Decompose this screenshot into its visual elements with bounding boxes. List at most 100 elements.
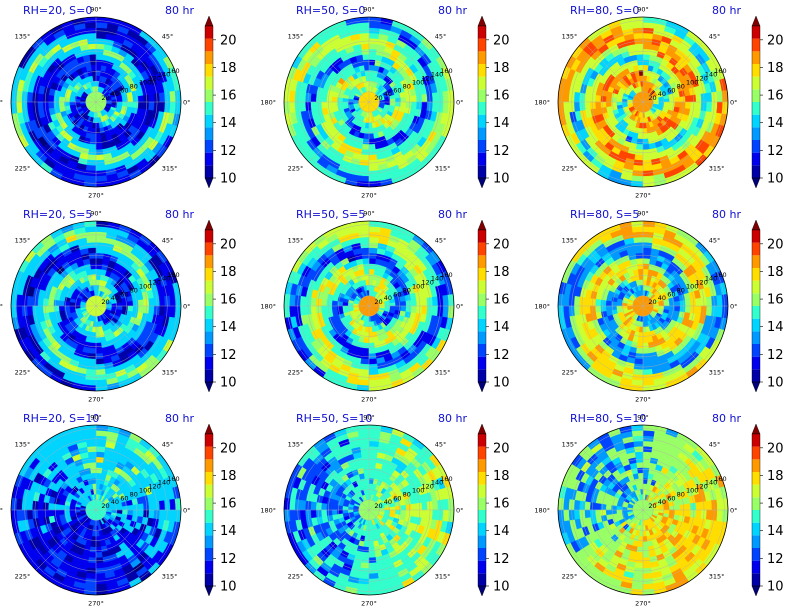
field-cell [589, 101, 596, 110]
colorbar-extend-high [204, 219, 214, 231]
angular-gridline [95, 305, 157, 367]
field-cell [690, 101, 697, 110]
field-cell [563, 305, 570, 318]
panel-time-label: 80 hr [165, 4, 194, 17]
colorbar-band [205, 127, 213, 140]
field-cell [342, 301, 349, 307]
field-cell [684, 305, 692, 314]
colorbar-band [205, 165, 213, 178]
field-cell [95, 273, 101, 280]
field-cell [289, 294, 296, 307]
angular-tick-label: 90° [637, 210, 649, 218]
polar-plot: 204060801001201401600°45°90°135°180°225°… [0, 210, 190, 404]
field-cell [91, 128, 97, 135]
field-cell [47, 94, 55, 103]
colorbar-band [752, 369, 760, 382]
radial-tick-label: 160 [167, 271, 179, 279]
angular-tick-label: 0° [456, 99, 463, 107]
field-cell [95, 461, 104, 469]
colorbar-band [752, 268, 760, 281]
field-cell [132, 503, 139, 511]
polar-panel: RH=80, S=5 80 hr 20 40 60 80 100 120 140 160 0° 45°… [534, 204, 785, 408]
angular-gridline [582, 305, 644, 367]
field-cell [634, 154, 644, 161]
field-cell [95, 353, 104, 360]
field-cell [431, 295, 439, 307]
field-cell [89, 59, 97, 66]
field-cell [634, 247, 644, 254]
field-cell [600, 101, 607, 109]
field-cell [416, 305, 423, 314]
field-cell [143, 94, 150, 103]
field-cell [400, 101, 407, 108]
colorbar-frame [751, 25, 761, 179]
colorbar-band [752, 318, 760, 332]
field-cell [368, 22, 381, 29]
field-cell [85, 32, 97, 40]
field-cell [95, 138, 103, 145]
colorbar-tick-label: 16 [493, 293, 510, 308]
field-cell [416, 94, 423, 103]
field-cell [631, 22, 644, 29]
field-cell [26, 295, 34, 307]
radial-tick-label: 140 [705, 275, 717, 283]
field-cell [63, 505, 70, 511]
field-cell [315, 298, 322, 307]
angular-gridline [308, 305, 370, 367]
field-cell [310, 93, 317, 103]
colorbar-band [478, 318, 486, 332]
colorbar-band [752, 64, 760, 77]
field-cell [594, 298, 602, 307]
angular-gridline [642, 245, 704, 307]
field-cell [705, 295, 713, 307]
field-cell [635, 347, 644, 355]
colorbar-tick-label: 16 [220, 293, 237, 308]
field-cell [368, 138, 376, 145]
field-cell [616, 97, 623, 103]
field-cell [642, 379, 655, 386]
field-cell [47, 298, 55, 307]
colorbar-band [752, 280, 760, 294]
field-cell [169, 305, 176, 318]
field-cell [358, 236, 370, 244]
field-cell [690, 298, 697, 307]
colorbar-tick-label: 18 [767, 61, 784, 76]
field-cell [405, 101, 412, 109]
field-cell [127, 509, 134, 516]
field-cell [695, 101, 702, 111]
angular-gridline [368, 41, 430, 103]
radial-tick-label: 100 [139, 283, 151, 291]
field-cell [584, 297, 591, 307]
field-cell [299, 305, 307, 317]
field-cell [642, 48, 651, 55]
field-cell [634, 358, 644, 365]
field-cell [315, 101, 322, 110]
radial-tick-label: 140 [158, 275, 170, 283]
panel-time-label: 80 hr [438, 4, 467, 17]
colorbar-band [752, 38, 760, 52]
radial-tick-label: 80 [130, 82, 138, 90]
field-cell [137, 94, 145, 103]
polar-panel: RH=80, S=0 80 hr 20 40 60 80 100 120 140 160 0° 45°… [534, 0, 785, 204]
field-cell [679, 101, 686, 109]
colorbar-band [205, 38, 213, 52]
field-cell [360, 43, 370, 50]
field-cell [642, 226, 655, 233]
field-cell [605, 96, 612, 103]
angular-tick-label: 225° [15, 368, 31, 376]
field-cell [85, 236, 97, 244]
panel-time-label: 80 hr [165, 208, 194, 221]
field-cell [299, 295, 307, 307]
field-cell [368, 353, 377, 360]
colorbar-band [478, 64, 486, 77]
field-cell [361, 143, 370, 151]
field-cell [69, 97, 76, 103]
field-cell [84, 22, 97, 29]
field-cell [326, 299, 333, 307]
colorbar-band [752, 255, 760, 268]
field-cell [642, 69, 648, 76]
field-cell [90, 541, 97, 548]
colorbar-band [205, 89, 213, 102]
